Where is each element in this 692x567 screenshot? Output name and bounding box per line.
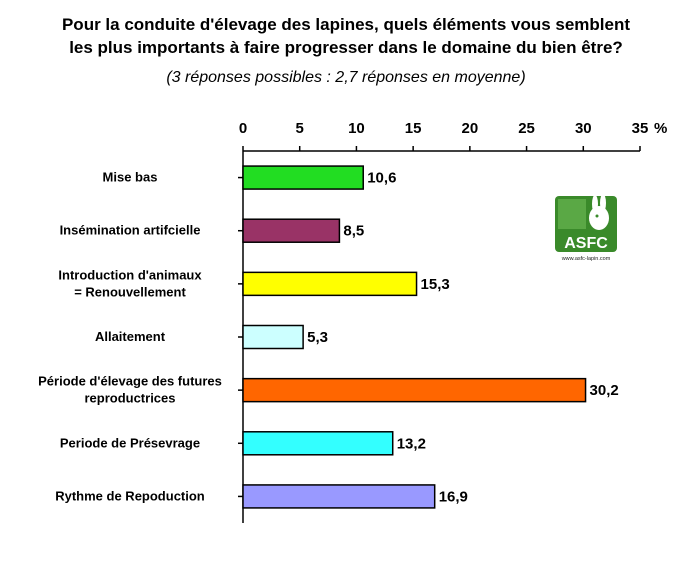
logo-text: ASFC [564, 235, 608, 252]
bar-value-label: 8,5 [343, 223, 364, 240]
category-label: Mise bas [103, 170, 158, 185]
x-tick-label: 35 [632, 120, 649, 137]
chart-title-line2: les plus importants à faire progresser d… [69, 38, 623, 57]
logo-url: www.asfc-lapin.com [561, 256, 611, 262]
bar [242, 271, 418, 297]
bar [242, 377, 587, 403]
bar-value-label: 10,6 [367, 170, 396, 187]
bar-value-label: 5,3 [307, 329, 328, 346]
category-label: Allaitement [95, 329, 166, 344]
bar [242, 324, 304, 350]
bar [242, 218, 341, 243]
x-axis-unit: % [654, 120, 667, 137]
chart-title-line1: Pour la conduite d'élevage des lapines, … [61, 15, 631, 34]
category-label: Rythme de Repoduction [55, 488, 205, 503]
x-tick-label: 0 [239, 120, 247, 137]
bar-value-label: 16,9 [439, 488, 468, 505]
bar-value-label: 30,2 [590, 382, 619, 399]
chart-subtitle: (3 réponses possibles : 2,7 réponses en … [166, 69, 526, 86]
x-tick-label: 30 [575, 120, 592, 137]
bar [242, 431, 394, 456]
bar [242, 165, 364, 190]
x-tick-label: 15 [405, 120, 422, 137]
x-tick-label: 25 [518, 120, 535, 137]
x-tick-label: 20 [462, 120, 479, 137]
rabbit-logo-icon: ASFC www.asfc-lapin.com [555, 196, 617, 262]
bar-value-label: 15,3 [421, 276, 450, 293]
category-label: Periode de Présevrage [60, 435, 200, 450]
bar [242, 484, 436, 509]
category-label: Introduction d'animaux = Renouvellement [58, 267, 202, 299]
asfc-logo: ASFC www.asfc-lapin.com [555, 196, 617, 264]
bar-value-label: 13,2 [397, 435, 426, 452]
x-tick-label: 5 [296, 120, 304, 137]
x-tick-label: 10 [348, 120, 365, 137]
category-label: Période d'élevage des futures reproductri… [38, 374, 222, 406]
category-label: Insémination artifcielle [60, 223, 201, 238]
